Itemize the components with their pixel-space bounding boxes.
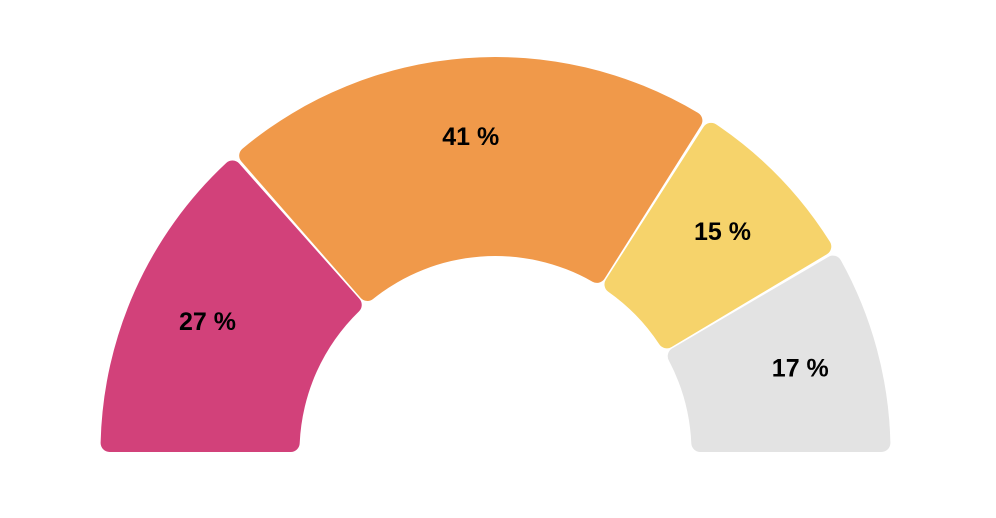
chart-slice-2[interactable] [604,122,832,349]
slice-label-1: 41 % [442,123,499,151]
slice-label-0: 27 % [179,308,236,336]
slice-label-2: 15 % [694,218,751,246]
chart-slice-1[interactable] [239,56,703,301]
chart-slice-3[interactable] [667,255,891,452]
slice-label-3: 17 % [772,355,829,383]
chart-slice-0[interactable] [100,160,362,452]
